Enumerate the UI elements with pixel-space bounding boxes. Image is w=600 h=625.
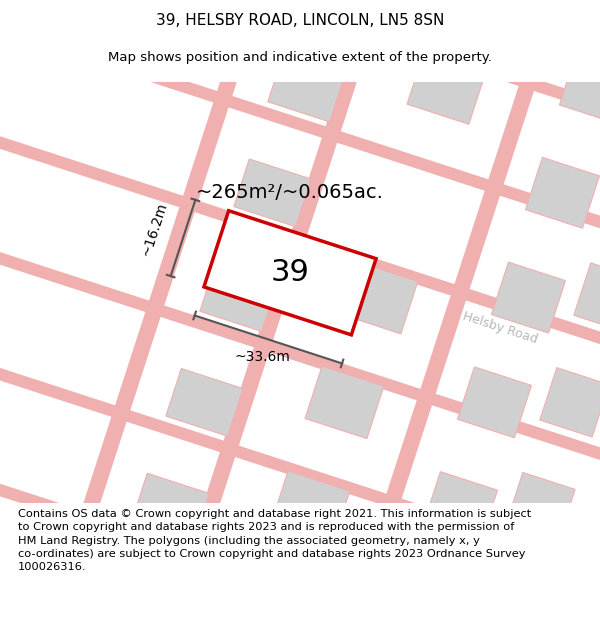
Polygon shape: [506, 472, 575, 542]
Polygon shape: [526, 158, 599, 228]
Polygon shape: [593, 0, 600, 19]
Polygon shape: [271, 471, 350, 543]
Polygon shape: [0, 0, 600, 153]
Polygon shape: [339, 261, 418, 334]
Polygon shape: [0, 337, 600, 625]
Polygon shape: [491, 262, 565, 333]
Text: 39: 39: [271, 258, 310, 288]
Text: ~16.2m: ~16.2m: [139, 200, 170, 258]
Polygon shape: [574, 263, 600, 332]
Text: ~33.6m: ~33.6m: [235, 349, 291, 364]
Polygon shape: [0, 232, 600, 625]
Polygon shape: [540, 368, 600, 437]
Polygon shape: [302, 0, 379, 17]
Text: Map shows position and indicative extent of the property.: Map shows position and indicative extent…: [108, 51, 492, 64]
Polygon shape: [441, 0, 520, 19]
Polygon shape: [166, 369, 243, 436]
Polygon shape: [559, 52, 600, 124]
Polygon shape: [0, 0, 600, 258]
Polygon shape: [0, 23, 600, 468]
Text: ~265m²/~0.065ac.: ~265m²/~0.065ac.: [196, 183, 384, 202]
Polygon shape: [407, 52, 486, 124]
Polygon shape: [298, 0, 600, 625]
Polygon shape: [234, 159, 311, 227]
Text: Helsby Road: Helsby Road: [461, 309, 539, 346]
Polygon shape: [200, 264, 277, 331]
Polygon shape: [0, 0, 322, 625]
Polygon shape: [305, 366, 384, 439]
Polygon shape: [118, 0, 442, 625]
Polygon shape: [0, 127, 600, 572]
Text: 39, HELSBY ROAD, LINCOLN, LN5 8SN: 39, HELSBY ROAD, LINCOLN, LN5 8SN: [156, 13, 444, 28]
Polygon shape: [457, 367, 532, 438]
Polygon shape: [204, 211, 376, 335]
Polygon shape: [0, 0, 600, 362]
Text: Contains OS data © Crown copyright and database right 2021. This information is : Contains OS data © Crown copyright and d…: [18, 509, 531, 572]
Polygon shape: [268, 54, 345, 122]
Polygon shape: [424, 472, 497, 542]
Polygon shape: [132, 473, 209, 541]
